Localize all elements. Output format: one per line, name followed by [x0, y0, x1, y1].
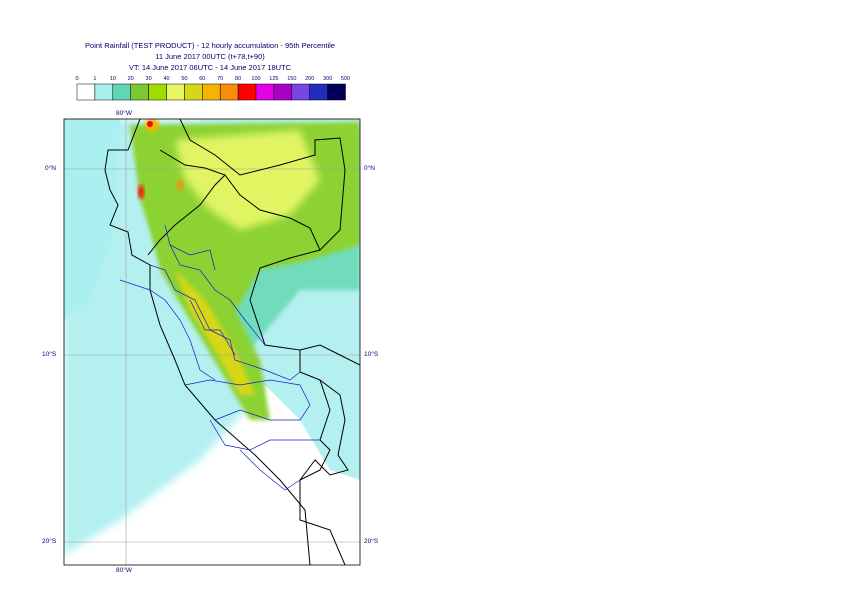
admin-boundary [164, 224, 216, 271]
lat-label-10s-right: 10°S [364, 351, 379, 358]
lat-label-0-right: 0°N [364, 165, 375, 172]
admin-boundary [169, 244, 266, 346]
lat-label-20s-right: 20°S [364, 538, 379, 545]
admin-boundary [209, 419, 320, 451]
lon-label-bottom: 80°W [116, 567, 132, 574]
bolivia-border [299, 379, 349, 565]
lon-label-top: 80°W [116, 110, 132, 117]
yellow-rain-area [175, 130, 320, 230]
admin-boundary [189, 299, 236, 356]
legend-threshold-label: 1 [93, 76, 96, 82]
lat-label-10s-left: 10°S [42, 351, 57, 358]
brazil-border [299, 344, 360, 366]
color-legend: 0 1 10 20 30 40 50 60 70 80 100 125 150 200 300 500 [75, 76, 350, 101]
legend-threshold-label: 40 [163, 76, 169, 82]
legend-threshold-label: 50 [181, 76, 187, 82]
rain-spot-north [177, 179, 183, 191]
legend-swatch [327, 83, 346, 101]
valid-time-label: VT: 14 June 2017 06UTC - 14 June 2017 18… [128, 63, 292, 72]
legend-threshold-label: 125 [269, 76, 278, 82]
legend-threshold-label: 70 [217, 76, 223, 82]
admin-boundary [119, 279, 216, 381]
legend-threshold-label: 80 [235, 76, 241, 82]
legend-threshold-label: 150 [287, 76, 296, 82]
legend-threshold-label: 500 [341, 76, 350, 82]
peru-border [147, 174, 331, 481]
admin-boundary [239, 449, 301, 491]
legend-threshold-label: 10 [110, 76, 116, 82]
colombia-border [179, 119, 346, 251]
legend-threshold-label: 30 [146, 76, 152, 82]
chart-title: Point Rainfall (TEST PRODUCT) - 12 hourl… [85, 41, 335, 50]
ecuador-border [159, 149, 226, 176]
legend-threshold-label: 20 [128, 76, 134, 82]
lat-label-20s-left: 20°S [42, 538, 57, 545]
legend-threshold-label: 60 [199, 76, 205, 82]
legend-threshold-label: 300 [323, 76, 332, 82]
rain-spot-red [147, 121, 153, 127]
admin-boundary [149, 264, 301, 381]
legend-threshold-label: 200 [305, 76, 314, 82]
admin-boundary [184, 379, 311, 421]
legend-threshold-label: 100 [251, 76, 260, 82]
legend-threshold-label: 0 [75, 76, 78, 82]
lat-label-0-left: 0°N [45, 165, 56, 172]
map-frame [63, 118, 361, 566]
run-time-label: 11 June 2017 00UTC (t+78,t+90) [155, 52, 265, 61]
rain-spot-coast [138, 185, 144, 199]
